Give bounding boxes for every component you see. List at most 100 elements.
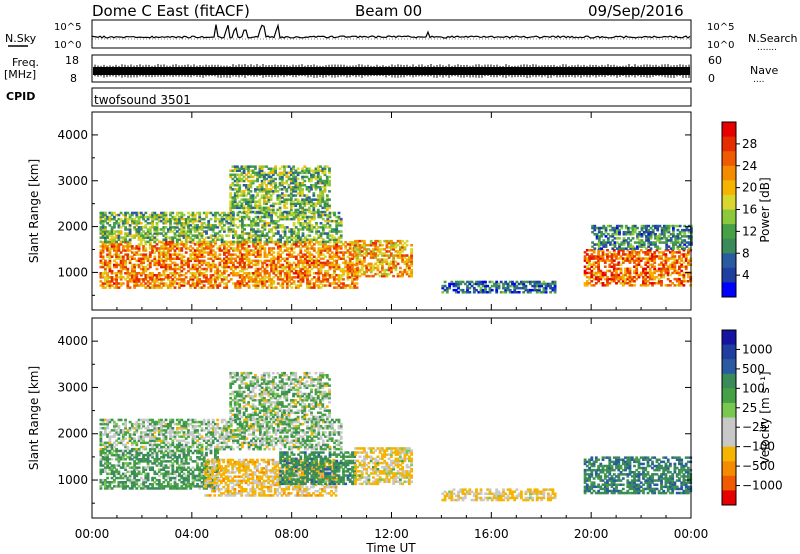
echo-cell [104, 466, 107, 469]
echo-cell [609, 228, 612, 232]
echo-cell [351, 286, 354, 289]
echo-cell [339, 286, 343, 289]
echo-cell [613, 243, 617, 246]
echo-cell [173, 265, 177, 269]
echo-cell [247, 171, 250, 175]
echo-cell [319, 186, 322, 189]
echo-cell [234, 272, 238, 275]
echo-cell [678, 277, 681, 281]
echo-cell [520, 286, 523, 290]
echo-cell [178, 243, 181, 246]
echo-cell [314, 204, 318, 208]
echo-cell [223, 278, 226, 281]
echo-cell [214, 278, 217, 281]
echo-cell [333, 259, 336, 263]
echo-cell [624, 253, 627, 256]
echo-cell [207, 236, 211, 239]
freq-label: Freq. [12, 56, 39, 69]
echo-cell [200, 222, 204, 225]
echo-cell [238, 257, 242, 260]
echo-cell [133, 274, 136, 277]
echo-cell [110, 211, 114, 215]
echo-cell [324, 274, 327, 277]
echo-cell [305, 196, 309, 199]
echo-cell [187, 217, 190, 221]
echo-cell [603, 277, 607, 281]
echo-cell [142, 284, 145, 287]
echo-cell [276, 243, 280, 246]
echo-cell [251, 169, 255, 172]
echo-cell [260, 208, 264, 212]
echo-cell [392, 248, 395, 251]
echo-cell [588, 259, 591, 262]
echo-cell [241, 247, 244, 250]
echo-cell [346, 251, 350, 254]
cpid-label: CPID [6, 90, 35, 103]
echo-cell [312, 272, 316, 275]
echo-cell [238, 265, 242, 269]
echo-cell [316, 171, 320, 175]
echo-cell [619, 282, 623, 285]
echo-cell [166, 278, 170, 281]
echo-cell [399, 248, 402, 251]
echo-cell [254, 261, 258, 265]
echo-cell [238, 284, 242, 287]
echo-cell [342, 261, 345, 265]
echo-cell [385, 244, 389, 247]
echo-cell [202, 222, 206, 225]
echo-cell [381, 252, 384, 255]
echo-cell [180, 249, 184, 252]
echo-cell [612, 249, 616, 252]
echo-cell [218, 234, 222, 237]
echo-cell [312, 243, 316, 246]
echo-cell [198, 213, 202, 217]
echo-cell [405, 262, 409, 266]
echo-cell [175, 247, 179, 250]
echo-cell [274, 240, 278, 244]
echo-cell [242, 167, 246, 170]
echo-cell [139, 274, 143, 277]
echo-cell [271, 167, 275, 170]
echo-cell [252, 234, 255, 237]
echo-cell [306, 240, 309, 244]
echo-cell [601, 259, 605, 262]
echo-cell [151, 284, 154, 287]
echo-cell [461, 291, 465, 294]
echo-cell [683, 241, 687, 244]
echo-cell [635, 263, 639, 266]
echo-cell [117, 483, 121, 486]
echo-cell [667, 245, 671, 248]
echo-cell [258, 167, 262, 170]
echo-cell [297, 234, 300, 237]
echo-cell [290, 230, 294, 233]
echo-cell [265, 210, 268, 214]
echo-cell [333, 243, 336, 246]
echo-cell [178, 272, 181, 275]
echo-cell [299, 247, 303, 250]
echo-cell [164, 269, 168, 273]
echo-cell [642, 271, 645, 275]
echo-cell [256, 236, 260, 239]
echo-cell [270, 278, 273, 281]
echo-cell [635, 267, 639, 271]
echo-cell [526, 280, 530, 284]
echo-cell [333, 230, 336, 233]
echo-cell [288, 261, 291, 265]
echo-cell [214, 276, 217, 279]
echo-cell [142, 249, 145, 252]
echo-cell [342, 257, 345, 260]
echo-cell [198, 240, 202, 244]
echo-cell [209, 267, 213, 271]
echo-cell [401, 239, 404, 243]
echo-cell [242, 210, 246, 214]
echo-cell [189, 224, 193, 227]
echo-cell [231, 165, 235, 168]
echo-cell [631, 247, 635, 250]
echo-cell [673, 263, 677, 266]
echo-cell [162, 240, 166, 244]
echo-cell [256, 175, 259, 179]
echo-cell [151, 213, 154, 217]
echo-cell [283, 200, 286, 203]
echo-cell [285, 179, 289, 183]
